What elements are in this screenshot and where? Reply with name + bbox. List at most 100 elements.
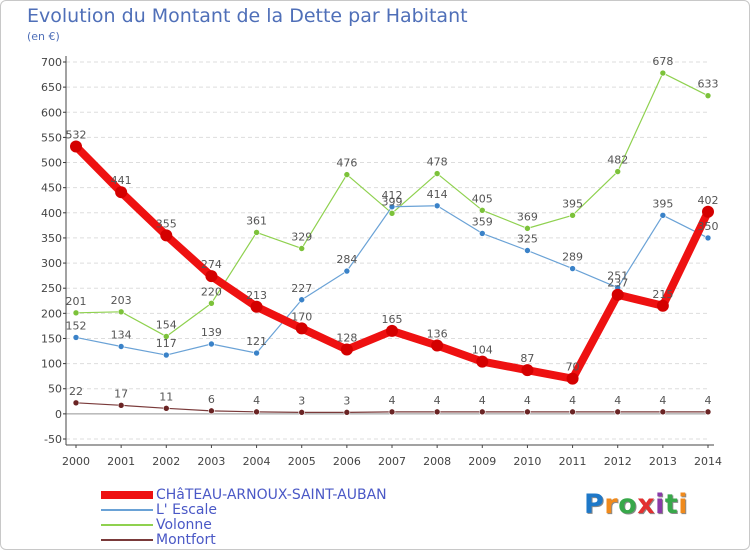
data-label: 134 (111, 329, 132, 342)
legend-label: CHâTEAU-ARNOUX-SAINT-AUBAN (156, 487, 387, 503)
data-point (386, 324, 398, 337)
data-point (343, 171, 351, 178)
data-point (524, 247, 531, 254)
data-point (566, 372, 579, 385)
data-label: 359 (472, 215, 493, 228)
x-tick-label: 2001 (107, 455, 135, 468)
data-label: 215 (652, 288, 673, 301)
legend-label: Montfort (156, 532, 216, 548)
data-point (160, 229, 173, 242)
chart-title: Evolution du Montant de la Dette par Hab… (27, 5, 468, 27)
x-tick-label: 2010 (513, 455, 541, 468)
data-point (659, 69, 667, 77)
x-tick-label: 2007 (378, 455, 406, 468)
x-tick-label: 2004 (243, 455, 271, 468)
data-label: 121 (246, 335, 267, 348)
data-point (524, 408, 531, 416)
data-label: 633 (698, 78, 719, 91)
x-tick-label: 2000 (62, 455, 90, 468)
data-point (72, 309, 80, 317)
x-tick-label: 2008 (423, 455, 451, 468)
data-label: 6 (208, 393, 215, 406)
data-point (162, 333, 170, 340)
data-label: 104 (472, 344, 493, 357)
data-label: 136 (427, 328, 448, 341)
data-label: 227 (291, 282, 312, 295)
data-label: 213 (246, 289, 267, 302)
data-point (208, 407, 215, 415)
x-tick-label: 2014 (694, 455, 722, 468)
legend-label: L' Escale (156, 502, 218, 518)
y-tick-label: 350 (41, 232, 62, 245)
data-point (433, 408, 441, 416)
x-tick-label: 2002 (152, 455, 180, 468)
y-tick-label: 50 (48, 383, 62, 396)
data-point (72, 334, 80, 341)
data-label: 284 (336, 253, 357, 266)
legend-item-chateau: CHâTEAU-ARNOUX-SAINT-AUBAN (101, 487, 387, 503)
x-tick-label: 2013 (649, 455, 677, 468)
data-point (253, 349, 260, 357)
data-point (298, 245, 306, 252)
data-label: 70 (566, 361, 580, 374)
data-point (343, 267, 351, 275)
data-point (569, 408, 576, 416)
data-label: 4 (434, 394, 441, 407)
logo-letter: i (678, 489, 689, 520)
data-point (117, 343, 125, 350)
data-point (521, 364, 534, 377)
x-tick-label: 2011 (559, 455, 587, 468)
data-label: 395 (562, 197, 583, 210)
y-tick-label: -50 (44, 433, 62, 446)
data-label: 3 (298, 394, 305, 407)
data-point (208, 299, 215, 307)
y-tick-label: 600 (41, 106, 62, 119)
data-label: 4 (389, 394, 396, 407)
data-point (205, 270, 218, 283)
data-label: 4 (524, 394, 531, 407)
data-label: 399 (382, 195, 403, 208)
legend-swatch (101, 509, 153, 511)
data-point (431, 339, 444, 352)
data-label: 87 (520, 352, 534, 365)
data-point (208, 340, 215, 348)
data-label: 678 (652, 55, 673, 68)
data-label: 4 (705, 394, 712, 407)
data-point (162, 351, 170, 359)
data-point (253, 408, 260, 416)
data-point (656, 299, 669, 312)
logo-letter: i (655, 489, 665, 520)
data-label: 395 (652, 197, 673, 210)
data-point (478, 230, 486, 237)
data-point (611, 288, 624, 301)
data-label: 220 (201, 285, 222, 298)
data-point (298, 296, 306, 304)
y-tick-label: 250 (41, 282, 62, 295)
x-tick-label: 2006 (333, 455, 361, 468)
data-label: 17 (114, 387, 128, 400)
data-label: 152 (66, 319, 87, 332)
data-label: 170 (291, 310, 312, 323)
data-point (343, 409, 351, 416)
data-point (702, 205, 714, 218)
legend-swatch (101, 539, 153, 541)
data-label: 4 (659, 394, 666, 407)
data-label: 11 (159, 390, 173, 403)
y-tick-label: 550 (41, 131, 62, 144)
y-tick-label: 400 (41, 207, 62, 220)
logo-letter: t (664, 489, 679, 520)
data-label: 3 (343, 394, 350, 407)
data-label: 165 (382, 313, 403, 326)
x-tick-label: 2012 (604, 455, 632, 468)
data-label: 128 (336, 332, 357, 345)
data-label: 237 (607, 277, 628, 290)
x-tick-label: 2009 (468, 455, 496, 468)
logo-letter: x (637, 489, 656, 520)
legend-label: Volonne (156, 517, 212, 533)
proxiti-logo: Proxiti (584, 489, 688, 520)
legend-item-montfort: Montfort (101, 532, 216, 548)
data-label: 329 (291, 230, 312, 243)
data-point (388, 408, 396, 416)
